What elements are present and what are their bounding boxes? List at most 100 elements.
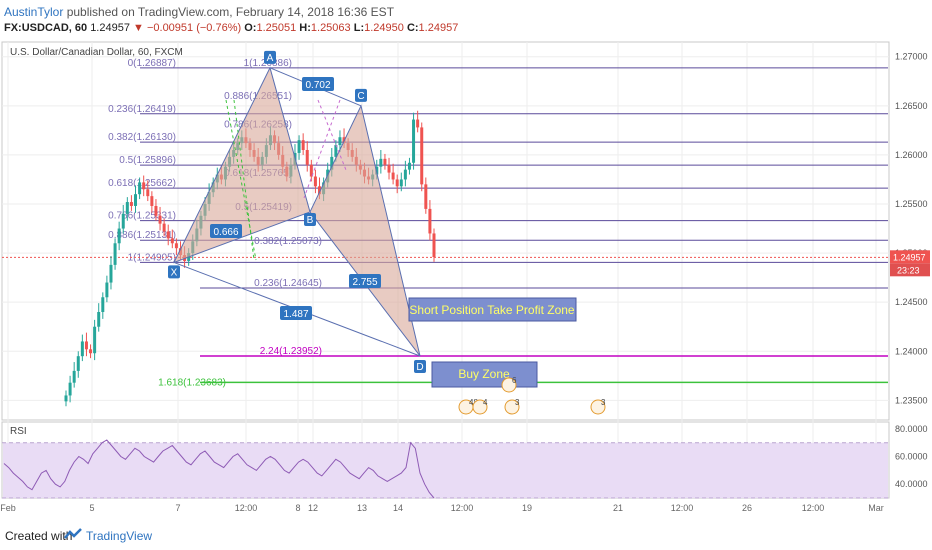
candle-body bbox=[309, 164, 313, 177]
event-count-label: 48 bbox=[469, 398, 478, 407]
candle-body bbox=[84, 341, 88, 350]
tradingview-logo-icon bbox=[64, 528, 82, 539]
event-count-label: 6 bbox=[512, 376, 517, 385]
price-chart[interactable]: Feb 5 7 12:00 8 12 13 14 12:00 19 21 12:00 26 12:00 Ma… bbox=[0, 38, 932, 518]
tradingview-brand-link[interactable]: TradingView bbox=[86, 529, 153, 543]
fib-inner-label: 2.24(1.23952) bbox=[260, 346, 322, 357]
ratio-label: 2.755 bbox=[352, 277, 377, 288]
fib-level-label: 0(1.26887) bbox=[128, 58, 176, 69]
event-flag-icon bbox=[472, 399, 488, 415]
candle-body bbox=[170, 238, 174, 244]
change-arrow-icon: ▼ bbox=[133, 22, 144, 34]
published-text: published on TradingView.com, February 1… bbox=[66, 5, 395, 19]
pattern-point-a bbox=[264, 50, 276, 64]
candle-body bbox=[142, 182, 146, 190]
candle-body bbox=[138, 182, 142, 195]
candle-body bbox=[334, 145, 338, 157]
candle-body bbox=[97, 312, 101, 327]
pattern-point-d bbox=[414, 359, 426, 373]
candle-body bbox=[424, 184, 428, 209]
fib-level-label: 0.5(1.25896) bbox=[119, 155, 176, 166]
x-tick-label: 19 bbox=[522, 503, 532, 513]
close-label: C: bbox=[406, 22, 419, 34]
pattern-point-b bbox=[304, 212, 316, 226]
rsi-tick-label: 40.0000 bbox=[895, 479, 928, 489]
ratio-badge bbox=[302, 77, 334, 91]
rsi-line bbox=[3, 439, 435, 499]
low-label: L: bbox=[353, 22, 365, 34]
close-value: 1.24957 bbox=[418, 22, 459, 34]
price-tick-label: 1.27000 bbox=[895, 52, 928, 62]
candle-body bbox=[313, 176, 317, 187]
rsi-tick-label: 60.0000 bbox=[895, 452, 928, 462]
price-tick-label: 1.24500 bbox=[895, 297, 928, 307]
candle-body bbox=[129, 202, 133, 206]
price-pane bbox=[1, 41, 890, 421]
ratio-label: 0.702 bbox=[305, 80, 330, 91]
price-change: −0.00951 (−0.76%) bbox=[146, 22, 242, 34]
symbol-label[interactable]: FX:USDCAD, 60 bbox=[4, 22, 88, 34]
candle-body bbox=[383, 158, 387, 165]
candle-body bbox=[89, 349, 93, 354]
event-flag-icon bbox=[501, 377, 517, 393]
candle-body bbox=[162, 223, 166, 232]
candle-body bbox=[318, 186, 322, 195]
event-count-label: 4 bbox=[483, 398, 488, 407]
x-tick-label: 12 bbox=[308, 503, 318, 513]
candle-body bbox=[412, 119, 416, 163]
take-profit-zone-label: Short Position Take Profit Zone bbox=[409, 303, 575, 317]
low-value: 1.24950 bbox=[364, 22, 404, 34]
price-tick-label: 1.26000 bbox=[895, 150, 928, 160]
candle-body bbox=[154, 205, 158, 216]
open-label: O: bbox=[244, 22, 257, 34]
candle-body bbox=[305, 150, 309, 165]
event-count-label: 3 bbox=[515, 398, 520, 407]
pattern-point-label: D bbox=[416, 362, 423, 373]
x-tick-label: Feb bbox=[0, 503, 16, 513]
take-profit-zone-box bbox=[408, 297, 577, 322]
price-tick-label: 1.23500 bbox=[895, 395, 928, 405]
buy-zone-box bbox=[431, 361, 538, 388]
ratio-badge bbox=[210, 224, 242, 238]
candle-body bbox=[109, 264, 113, 283]
countdown-label: 23:23 bbox=[897, 265, 920, 275]
candle-body bbox=[379, 158, 383, 167]
fib-level-label: 0.886(1.25131) bbox=[108, 230, 176, 241]
chart-title: U.S. Dollar/Canadian Dollar, 60, FXCM bbox=[10, 47, 183, 58]
projection-line bbox=[317, 99, 347, 171]
x-tick-label: 12:00 bbox=[802, 503, 825, 513]
pattern-point-c bbox=[355, 88, 367, 102]
x-tick-label: 26 bbox=[742, 503, 752, 513]
candle-body bbox=[387, 164, 391, 173]
projection-line bbox=[233, 99, 255, 261]
x-tick-label: 8 bbox=[295, 503, 300, 513]
open-value: 1.25051 bbox=[256, 22, 297, 34]
xab-triangle bbox=[172, 66, 311, 264]
pattern-point-label: A bbox=[267, 53, 274, 64]
fib-level-label: 0.786(1.25331) bbox=[108, 211, 176, 222]
candle-body bbox=[105, 282, 109, 298]
candle-body bbox=[166, 231, 170, 239]
event-flag-icon bbox=[590, 399, 606, 415]
candle-body bbox=[72, 370, 76, 383]
quote-line: FX:USDCAD, 60 1.24957 ▼ −0.00951 (−0.76%… bbox=[4, 22, 458, 34]
candle-body bbox=[174, 243, 178, 249]
candle-body bbox=[76, 356, 80, 371]
candle-body bbox=[395, 179, 399, 187]
candle-body bbox=[125, 202, 129, 214]
candle-body bbox=[330, 156, 334, 170]
countdown-tag bbox=[890, 263, 930, 277]
candle-body bbox=[432, 233, 436, 258]
candle-body bbox=[113, 243, 117, 265]
footer: Created with TradingView bbox=[0, 518, 932, 550]
event-count-label: 3 bbox=[601, 398, 606, 407]
candle-body bbox=[134, 194, 138, 206]
author-link[interactable]: AustinTylor bbox=[4, 5, 64, 19]
candle-body bbox=[301, 140, 305, 150]
pattern-point-label: X bbox=[171, 267, 178, 278]
candle-body bbox=[407, 162, 411, 170]
pattern-point-label: C bbox=[357, 91, 364, 102]
candle-body bbox=[416, 119, 420, 128]
last-price-label: 1.24957 bbox=[893, 252, 926, 262]
x-tick-label: 13 bbox=[357, 503, 367, 513]
